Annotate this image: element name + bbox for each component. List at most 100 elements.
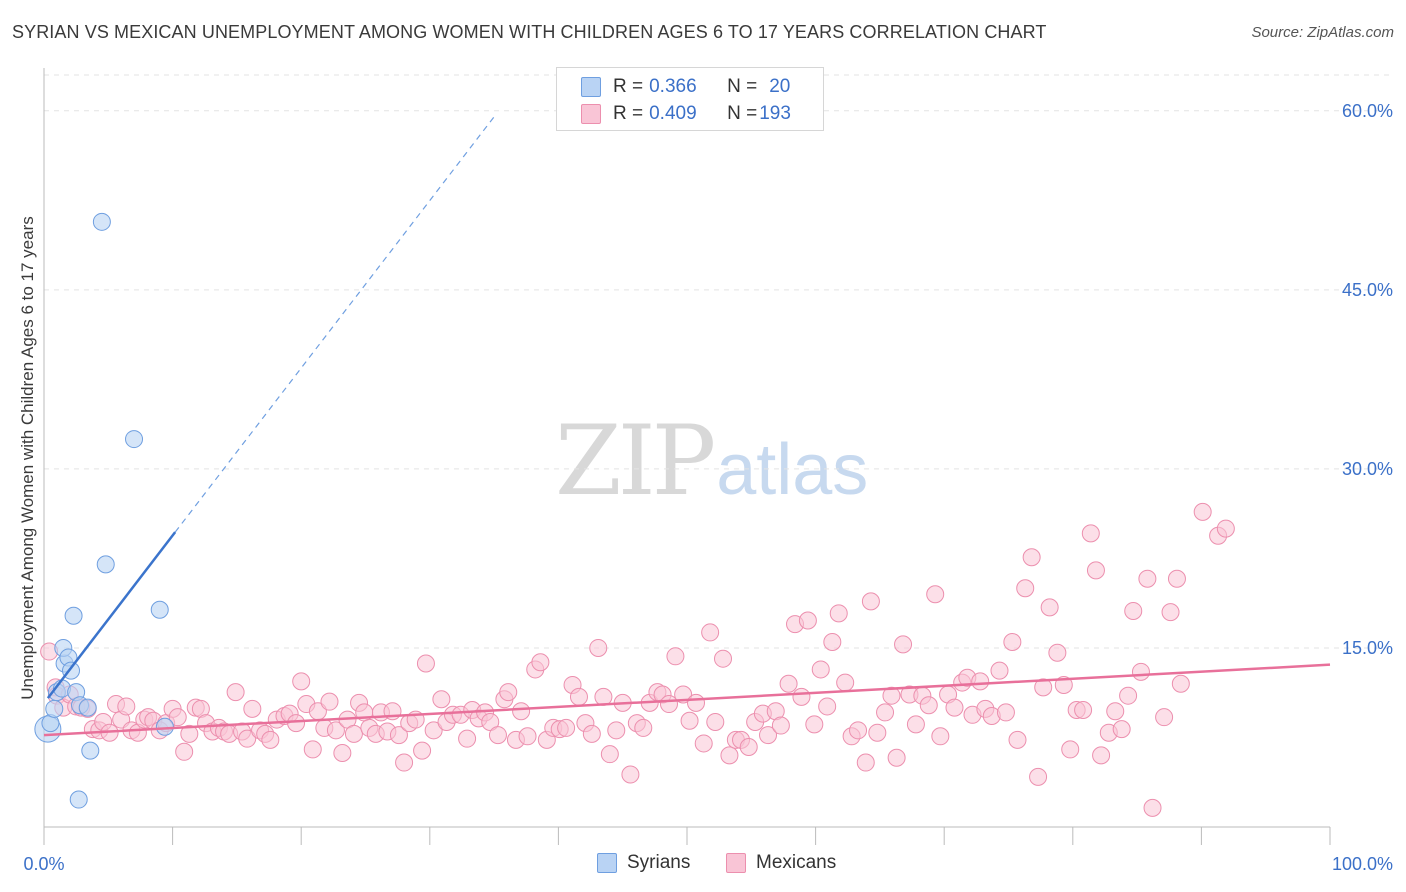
mexicans-point — [823, 632, 842, 651]
x-tick-label: 0.0% — [23, 854, 64, 874]
syrians-trendline-extension — [174, 116, 495, 533]
mexicans-point — [594, 687, 613, 706]
mexicans-point — [759, 726, 778, 745]
legend-swatch-syrians — [581, 77, 601, 97]
syrians-point — [45, 699, 64, 718]
mexicans-point — [1155, 708, 1174, 727]
mexicans-point — [706, 712, 725, 731]
watermark-atlas: atlas — [716, 430, 869, 510]
mexicans-point — [333, 743, 352, 762]
mexicans-point — [303, 740, 322, 759]
mexicans-point — [607, 721, 626, 740]
mexicans-point — [488, 726, 507, 745]
mexicans-point — [175, 742, 194, 761]
mexicans-point — [836, 673, 855, 692]
mexicans-point — [117, 697, 136, 716]
mexicans-point — [931, 727, 950, 746]
mexicans-point — [518, 727, 537, 746]
mexicans-point — [849, 721, 868, 740]
mexicans-point — [856, 753, 875, 772]
syrians-trendline — [46, 531, 177, 699]
mexicans-point — [389, 726, 408, 745]
mexicans-point — [990, 661, 1009, 680]
mexicans-point — [996, 703, 1015, 722]
mexicans-point — [326, 721, 345, 740]
y-tick-label: 60.0% — [1342, 101, 1393, 121]
mexicans-point — [261, 730, 280, 749]
syrians-point — [69, 790, 88, 809]
mexicans-point — [1061, 740, 1080, 759]
mexicans-point — [1119, 686, 1138, 705]
mexicans-point — [344, 724, 363, 743]
watermark: ZIPatlas — [555, 405, 868, 517]
mexicans-point — [882, 686, 901, 705]
mexicans-point — [687, 693, 706, 712]
mexicans-point — [395, 753, 414, 772]
mexicans-point — [1016, 579, 1035, 598]
legend-r-value: 0.409 — [649, 103, 697, 124]
mexicans-point — [1124, 601, 1143, 620]
y-tick-label: 45.0% — [1342, 280, 1393, 300]
mexicans-point — [818, 697, 837, 716]
syrians-point — [96, 555, 115, 574]
mexicans-point — [1074, 701, 1093, 720]
mexicans-point — [1022, 548, 1041, 567]
mexicans-point — [569, 687, 588, 706]
mexicans-point — [1086, 561, 1105, 580]
syrians-point — [150, 600, 169, 619]
mexicans-point — [1161, 603, 1180, 622]
mexicans-point — [1008, 730, 1027, 749]
mexicans-point — [876, 703, 895, 722]
mexicans-point — [557, 718, 576, 737]
mexicans-point — [714, 649, 733, 668]
legend-swatch-mexicans — [726, 853, 746, 873]
mexicans-point — [1138, 569, 1157, 588]
mexicans-point — [512, 702, 531, 721]
legend-n-label: N = — [727, 103, 758, 124]
mexicans-point — [320, 692, 339, 711]
mexicans-point — [621, 765, 640, 784]
mexicans-point — [720, 746, 739, 765]
legend-swatch-syrians — [597, 853, 617, 873]
mexicans-point — [805, 715, 824, 734]
syrians-point — [155, 717, 174, 736]
mexicans-point — [168, 708, 187, 727]
series-legend: Syrians Mexicans — [0, 852, 1406, 876]
mexicans-point — [1167, 569, 1186, 588]
legend-n-value: 193 — [759, 103, 791, 124]
legend-label-mexicans: Mexicans — [756, 852, 837, 873]
legend-n-label: N = — [727, 76, 758, 97]
y-tick-label: 15.0% — [1342, 638, 1393, 658]
syrians-point — [81, 741, 100, 760]
legend-r-label: R = — [613, 103, 644, 124]
mexicans-point — [582, 724, 601, 743]
chart-title: SYRIAN VS MEXICAN UNEMPLOYMENT AMONG WOM… — [12, 22, 1047, 42]
mexicans-point — [680, 711, 699, 730]
y-axis-label: Unemployment Among Women with Children A… — [18, 216, 37, 700]
mexicans-point — [499, 683, 518, 702]
mexicans-point — [634, 718, 653, 737]
mexicans-point — [531, 653, 550, 672]
mexicans-point — [238, 729, 257, 748]
legend-row-syrians: R = 0.366 N = 20 — [581, 75, 790, 99]
mexicans-point — [1092, 746, 1111, 765]
mexicans-point — [1131, 662, 1150, 681]
mexicans-point — [811, 660, 830, 679]
mexicans-point — [1193, 502, 1212, 521]
syrians-point — [125, 430, 144, 449]
mexicans-point — [906, 715, 925, 734]
mexicans-point — [771, 716, 790, 735]
x-tick-label: 100.0% — [1332, 854, 1393, 874]
mexicans-point — [1029, 767, 1048, 786]
mexicans-point — [424, 721, 443, 740]
mexicans-point — [287, 714, 306, 733]
syrians-point — [64, 606, 83, 625]
mexicans-point — [1081, 524, 1100, 543]
mexicans-point — [887, 748, 906, 767]
mexicans-point — [180, 724, 199, 743]
legend-r-value: 0.366 — [649, 76, 697, 97]
mexicans-point — [458, 729, 477, 748]
legend-label-syrians: Syrians — [627, 852, 691, 873]
mexicans-point — [739, 738, 758, 757]
